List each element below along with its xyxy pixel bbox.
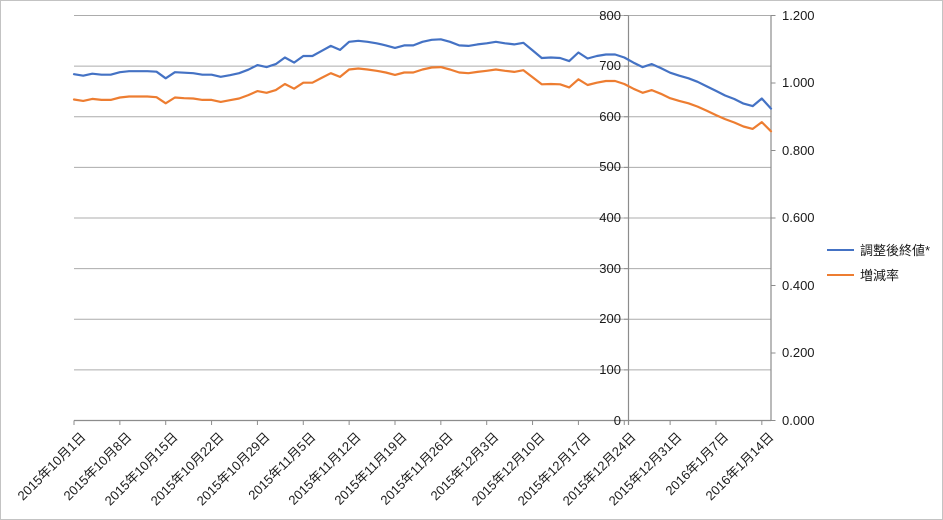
legend-label-change-rate: 増減率 bbox=[860, 268, 900, 283]
primary-y-axis-label: 500 bbox=[599, 159, 621, 175]
legend-line-swatch-orange bbox=[827, 273, 854, 276]
secondary-y-axis-label: 0.200 bbox=[782, 345, 815, 360]
primary-y-axis-label: 800 bbox=[599, 7, 621, 23]
primary-y-axis-label: 400 bbox=[599, 210, 621, 225]
secondary-y-axis-label: 0.600 bbox=[782, 210, 815, 225]
legend-line-swatch-blue bbox=[827, 248, 854, 251]
secondary-y-axis-label: 0.800 bbox=[782, 142, 815, 158]
legend-item-adjusted-close: 調整後終値* bbox=[827, 237, 930, 262]
primary-y-axis-label: 0 bbox=[613, 412, 621, 428]
legend-label-adjusted-close: 調整後終値* bbox=[860, 243, 931, 258]
secondary-y-axis-label: 1.000 bbox=[782, 75, 815, 90]
primary-y-axis-label: 300 bbox=[599, 260, 621, 276]
series-line-change-rate bbox=[72, 65, 773, 133]
legend-item-change-rate: 増減率 bbox=[827, 262, 930, 287]
series-line-adjusted-close bbox=[72, 38, 773, 110]
secondary-y-axis-label: 1.200 bbox=[782, 7, 815, 23]
primary-y-axis-label: 100 bbox=[599, 361, 621, 377]
secondary-y-axis-label: 0.000 bbox=[782, 412, 815, 428]
primary-y-axis-label: 600 bbox=[599, 108, 621, 124]
chart-legend: 調整後終値* 増減率 bbox=[827, 237, 930, 287]
secondary-y-axis-label: 0.400 bbox=[782, 277, 815, 293]
primary-y-axis-label: 700 bbox=[599, 58, 621, 74]
primary-y-axis-label: 200 bbox=[599, 311, 621, 327]
